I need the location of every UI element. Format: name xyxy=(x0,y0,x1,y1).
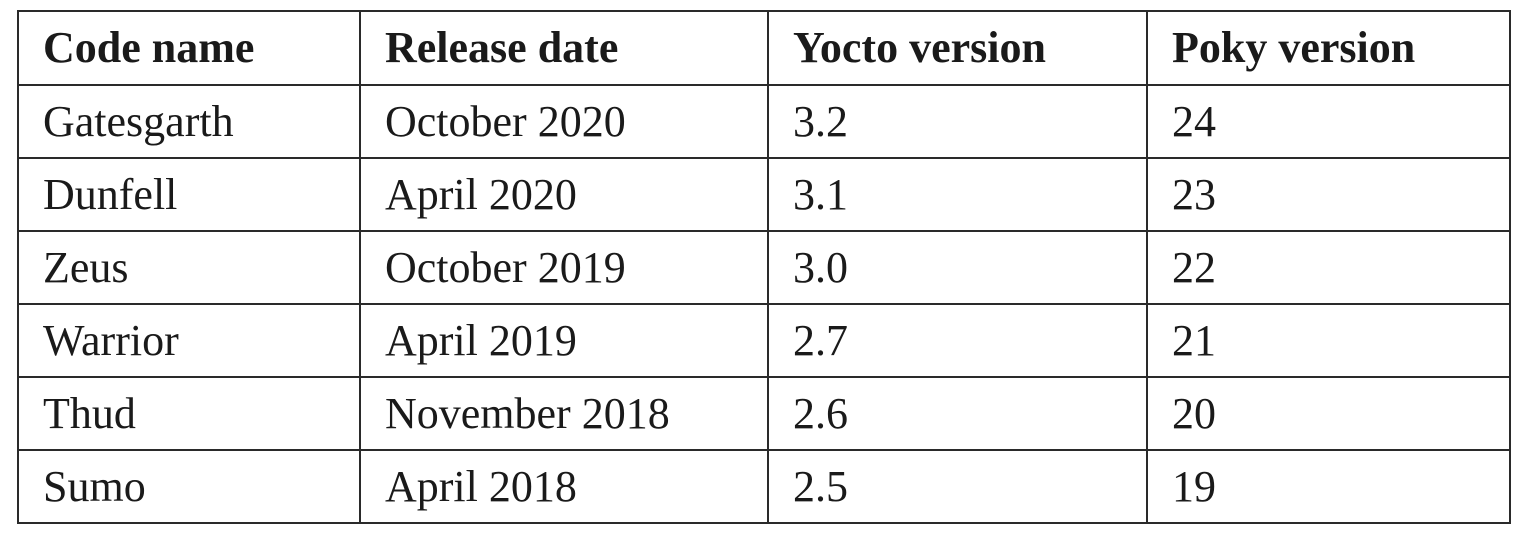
cell-yocto-version: 3.2 xyxy=(767,84,1148,159)
cell-release-date: April 2020 xyxy=(359,157,769,232)
table-row: Warrior April 2019 2.7 21 xyxy=(17,303,1511,378)
release-table: Code name Release date Yocto version Pok… xyxy=(17,10,1511,524)
cell-code-name: Warrior xyxy=(17,303,361,378)
cell-code-name: Thud xyxy=(17,376,361,451)
cell-poky-version: 21 xyxy=(1146,303,1511,378)
cell-poky-version: 22 xyxy=(1146,230,1511,305)
header-release-date: Release date xyxy=(359,10,769,86)
header-poky-version: Poky version xyxy=(1146,10,1511,86)
cell-code-name: Gatesgarth xyxy=(17,84,361,159)
cell-code-name: Zeus xyxy=(17,230,361,305)
cell-poky-version: 20 xyxy=(1146,376,1511,451)
cell-release-date: October 2020 xyxy=(359,84,769,159)
cell-yocto-version: 2.5 xyxy=(767,449,1148,524)
table-row: Gatesgarth October 2020 3.2 24 xyxy=(17,84,1511,159)
cell-code-name: Sumo xyxy=(17,449,361,524)
cell-poky-version: 19 xyxy=(1146,449,1511,524)
cell-release-date: April 2018 xyxy=(359,449,769,524)
cell-yocto-version: 2.7 xyxy=(767,303,1148,378)
header-yocto-version: Yocto version xyxy=(767,10,1148,86)
table-row: Thud November 2018 2.6 20 xyxy=(17,376,1511,451)
cell-yocto-version: 3.1 xyxy=(767,157,1148,232)
table-row: Sumo April 2018 2.5 19 xyxy=(17,449,1511,524)
cell-release-date: November 2018 xyxy=(359,376,769,451)
cell-release-date: October 2019 xyxy=(359,230,769,305)
cell-yocto-version: 3.0 xyxy=(767,230,1148,305)
table-row: Zeus October 2019 3.0 22 xyxy=(17,230,1511,305)
cell-code-name: Dunfell xyxy=(17,157,361,232)
cell-poky-version: 24 xyxy=(1146,84,1511,159)
cell-poky-version: 23 xyxy=(1146,157,1511,232)
table-header-row: Code name Release date Yocto version Pok… xyxy=(17,10,1511,86)
cell-yocto-version: 2.6 xyxy=(767,376,1148,451)
table-row: Dunfell April 2020 3.1 23 xyxy=(17,157,1511,232)
header-code-name: Code name xyxy=(17,10,361,86)
cell-release-date: April 2019 xyxy=(359,303,769,378)
